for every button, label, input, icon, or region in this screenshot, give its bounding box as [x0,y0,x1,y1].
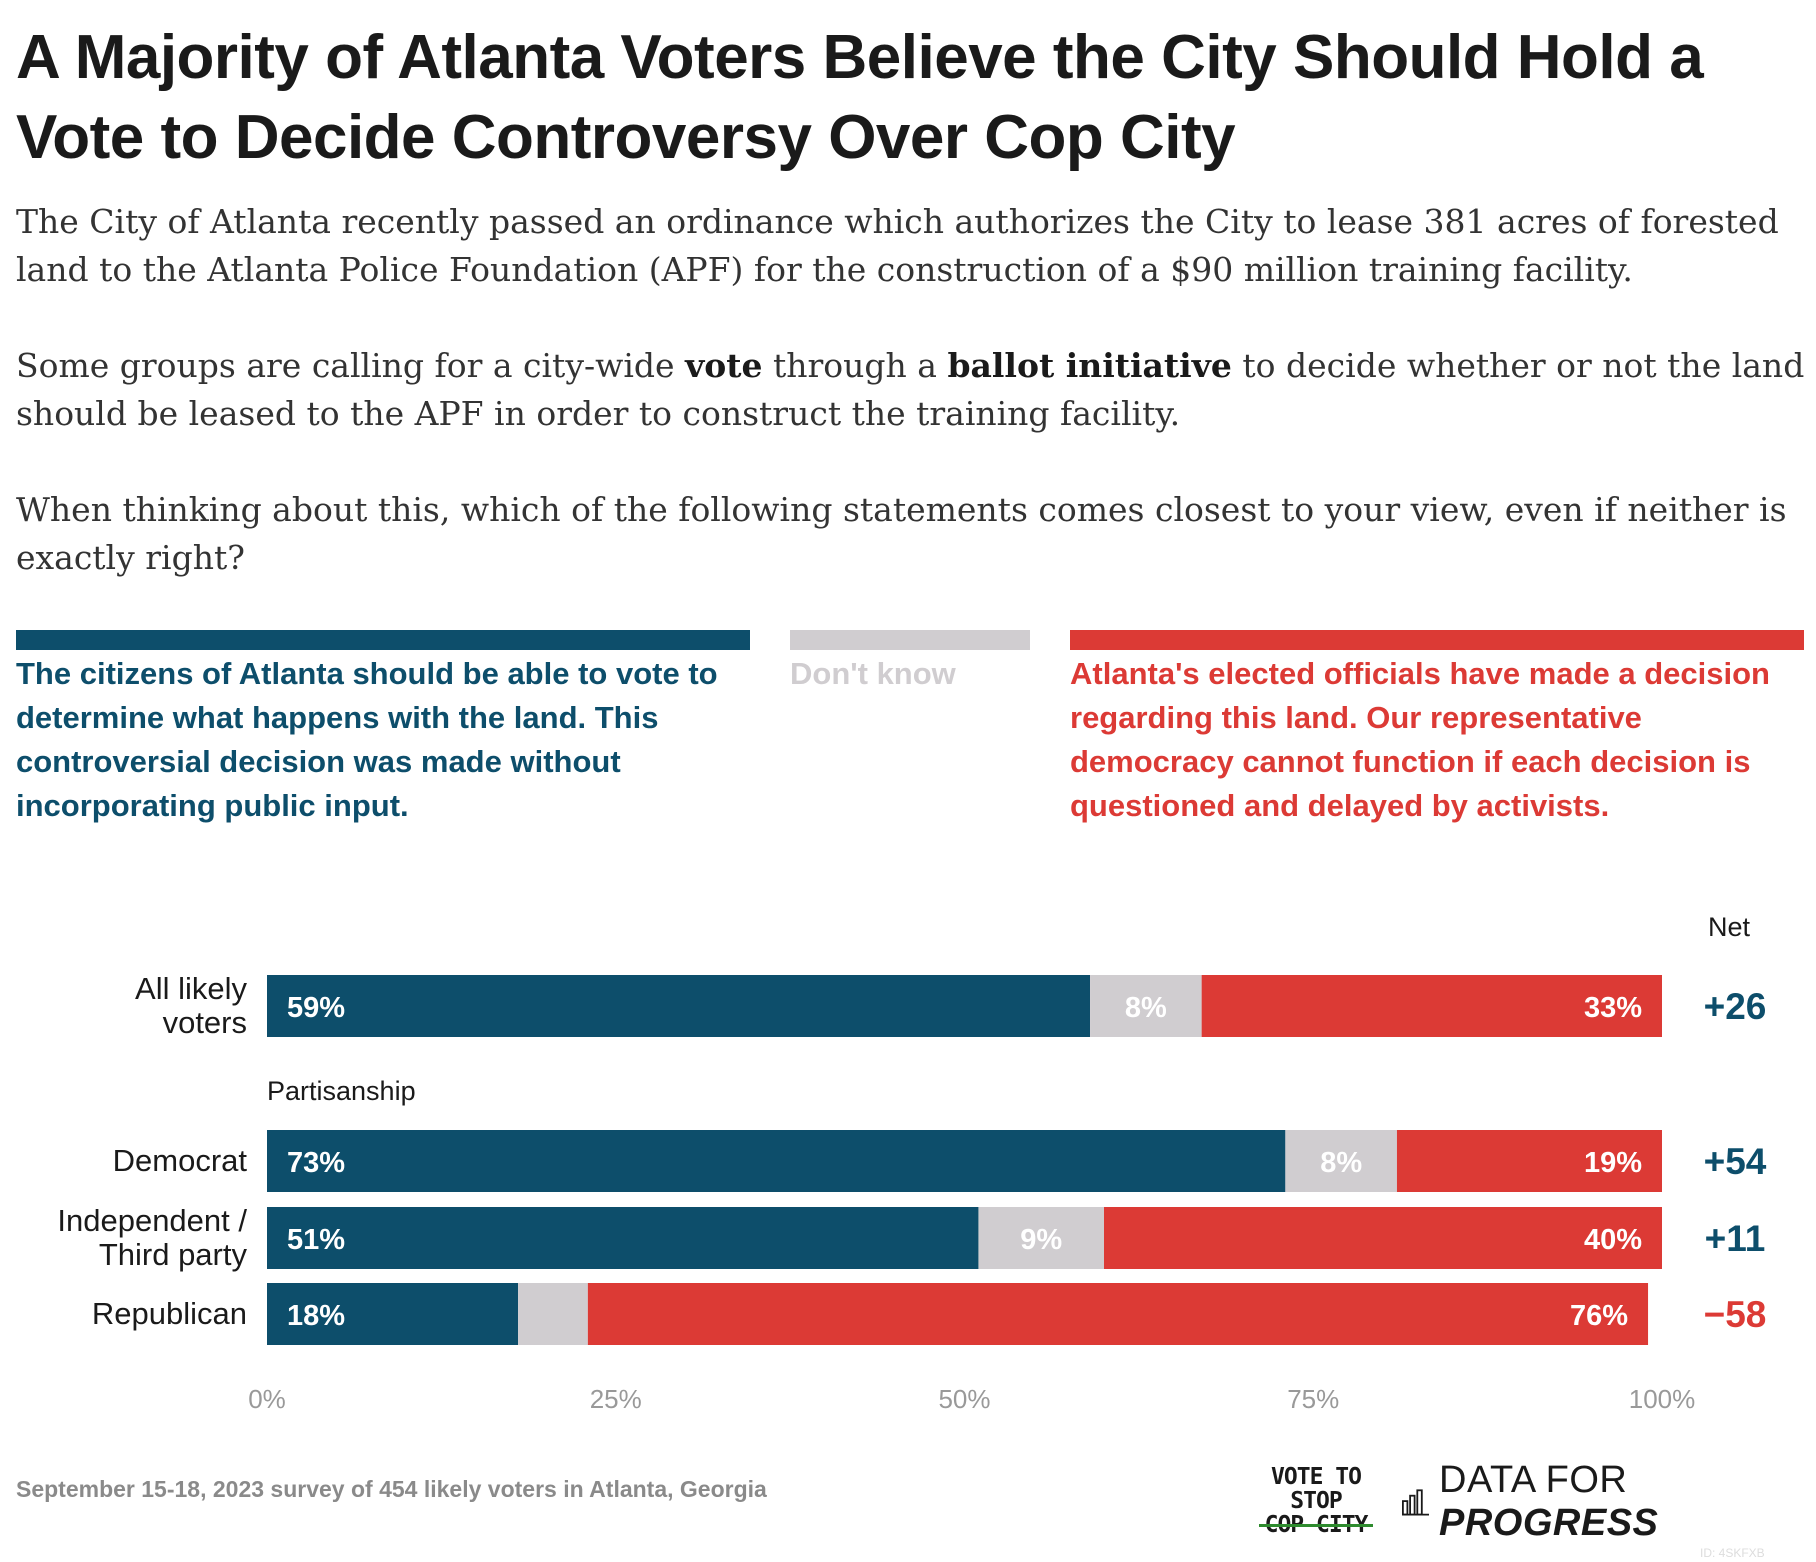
category-label: Third party [99,1237,248,1272]
x-tick-label: 25% [590,1384,642,1414]
bar-segment-1 [1090,975,1202,1037]
bar-value-label: 76% [1570,1300,1628,1332]
vote-to-stop-cop-city-logo: VOTE TO STOP COP CITY [1256,1465,1376,1537]
wordmark-part-bold: PROGRESS [1439,1502,1659,1544]
subtitle-paragraph-1: The City of Atlanta recently passed an o… [16,202,1779,289]
data-for-progress-wordmark: DATA FOR PROGRESS [1439,1459,1816,1545]
bar-value-label: 73% [287,1147,345,1179]
legend-swatch-dont-know [790,630,1030,650]
bar-value-label: 33% [1584,992,1642,1024]
subtitle-paragraph-2: Some groups are calling for a city-wide … [16,342,1806,438]
bar-value-label: 8% [1125,992,1167,1024]
logo-line: VOTE TO [1271,1464,1362,1490]
bar-value-label: 8% [1320,1147,1362,1179]
x-tick-label: 100% [1629,1384,1696,1414]
subtitle-bold: vote [685,346,763,385]
bar-segment-0 [267,1130,1286,1192]
category-label: All likely [135,971,247,1006]
net-value: +26 [1704,986,1767,1027]
subtitle-text: through a [762,346,948,385]
bar-value-label: 51% [287,1224,345,1256]
bar-segment-2 [1396,1130,1662,1192]
legend-label-vote: The citizens of Atlanta should be able t… [16,656,718,823]
subtitle-text: to decide whether or not the land should… [16,346,1805,433]
bar-value-label: 40% [1584,1224,1642,1256]
group-label: Partisanship [267,1076,416,1106]
x-tick-label: 0% [248,1384,286,1414]
net-value: +11 [1705,1218,1766,1259]
wordmark-part: DATA FOR [1439,1459,1628,1501]
category-label: Republican [92,1296,247,1331]
legend-swatch-vote [16,630,750,650]
bar-chart-icon [1402,1489,1429,1516]
bar-value-label: 9% [1020,1224,1062,1256]
chart-title: A Majority of Atlanta Voters Believe the… [16,23,1704,172]
category-label: voters [163,1005,247,1040]
logo-line-struck: COP CITY [1258,1512,1374,1538]
bar-segment-2 [587,1283,1649,1345]
bar-segment-0 [267,1207,979,1269]
bar-value-label: 18% [287,1300,345,1332]
subtitle-paragraph-3: When thinking about this, which of the f… [16,490,1787,577]
bar-segment-1 [1285,1130,1397,1192]
net-value: +54 [1704,1141,1767,1182]
net-value: −58 [1704,1294,1767,1335]
logo-line: STOP [1290,1488,1342,1514]
data-for-progress-logo: DATA FOR PROGRESS [1402,1459,1816,1544]
bar-segment-2 [1201,975,1662,1037]
bar-value-label: 19% [1584,1147,1642,1179]
bar-value-label: 59% [287,992,345,1024]
bar-segment-2 [1104,1207,1662,1269]
x-tick-label: 50% [938,1384,990,1414]
legend-swatch-officials [1070,630,1804,650]
net-header: Net [1708,912,1751,942]
bar-segment-1 [518,1283,588,1345]
bar-segment-1 [978,1207,1104,1269]
bar-segment-0 [267,1283,519,1345]
subtitle-text: Some groups are calling for a city-wide [16,346,686,385]
legend-label-dont-know: Don't know [790,656,956,691]
category-label: Independent / [57,1203,247,1238]
bar-segment-0 [267,975,1091,1037]
category-label: Democrat [113,1143,248,1178]
legend-label-officials: Atlanta's elected officials have made a … [1070,656,1770,823]
chart-id: ID: 4SKFXB [1700,1546,1765,1560]
x-tick-label: 75% [1287,1384,1339,1414]
survey-footnote: September 15-18, 2023 survey of 454 like… [16,1476,767,1502]
subtitle-bold: ballot initiative [947,346,1232,385]
